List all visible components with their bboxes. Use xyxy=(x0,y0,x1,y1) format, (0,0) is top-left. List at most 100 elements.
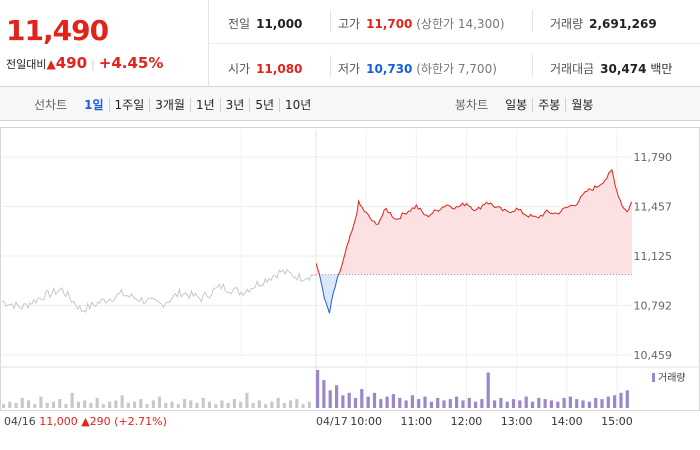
prev-day-volume-bar xyxy=(201,397,205,408)
prev-day-volume-bar xyxy=(64,404,68,408)
prev-day-info-part: 11,000 xyxy=(39,415,81,428)
prev-day-volume-bar xyxy=(126,402,130,408)
today-volume-bar xyxy=(442,400,446,408)
today-volume-bar xyxy=(341,395,345,408)
tab-daily[interactable]: 일봉 xyxy=(505,98,528,112)
prev-day-volume-bar xyxy=(70,392,74,408)
lower-limit: (하한가 7,700) xyxy=(416,62,497,76)
prev-day-volume-bar xyxy=(176,404,180,408)
prev-day-volume-bar xyxy=(76,401,80,408)
prev-day-volume-bar xyxy=(114,400,118,408)
chart-tabs: 선차트 1일 1주일 3개월 1년 3년 5년 10년 봉차트 일봉 주봉 월봉 xyxy=(0,87,700,121)
prev-day-info-part: ▲ xyxy=(81,415,90,428)
prev-day-volume-bar xyxy=(151,400,155,408)
today-volume-bar xyxy=(486,372,490,408)
today-volume-bar xyxy=(379,399,383,408)
today-volume-bar xyxy=(581,400,585,408)
high-label: 고가 xyxy=(338,17,361,31)
x-tick-label: 15:00 xyxy=(601,415,633,428)
prev-day-volume-bar xyxy=(301,404,305,408)
open-label: 시가 xyxy=(228,62,251,76)
tab-10y[interactable]: 10년 xyxy=(279,98,317,112)
prev-day-volume-bar xyxy=(164,402,168,408)
today-volume-bar xyxy=(606,396,610,408)
tab-1y[interactable]: 1년 xyxy=(189,98,220,112)
prev-day-volume-bar xyxy=(108,401,112,408)
x-tick-label: 12:00 xyxy=(451,415,483,428)
y-tick-label: 11,790 xyxy=(634,151,673,164)
today-volume-bar xyxy=(625,390,629,408)
today-volume-bar xyxy=(322,380,326,408)
tab-weekly[interactable]: 주봉 xyxy=(532,98,566,112)
today-volume-bar xyxy=(524,396,528,408)
divider xyxy=(209,43,700,44)
today-volume-bar xyxy=(423,396,427,408)
prev-day-volume-bar xyxy=(33,404,37,408)
today-volume-bar xyxy=(366,396,370,408)
low-cell: 저가 10,730 (하한가 7,700) xyxy=(338,60,497,77)
tab-1w[interactable]: 1주일 xyxy=(108,98,150,112)
change-percent: +4.45% xyxy=(98,54,164,72)
today-volume-bar xyxy=(594,397,598,408)
candle-chart-label: 봉차트 xyxy=(455,98,489,112)
up-arrow-icon: ▲ xyxy=(46,57,56,71)
today-volume-bar xyxy=(316,370,320,408)
low-value: 10,730 xyxy=(366,62,413,76)
tab-5y[interactable]: 5년 xyxy=(249,98,280,112)
line-chart-tabs: 선차트 1일 1주일 3개월 1년 3년 5년 10년 xyxy=(34,96,317,113)
y-tick-label: 11,125 xyxy=(634,250,673,263)
prev-day-volume-bar xyxy=(39,396,43,408)
tab-1d[interactable]: 1일 xyxy=(84,98,104,112)
quote-header: 11,490 전일대비▲490 | +4.45% 전일 11,000 고가 11,700… xyxy=(0,0,700,87)
today-volume-bar xyxy=(575,399,579,408)
change-value: 490 xyxy=(55,54,88,72)
tab-monthly[interactable]: 월봉 xyxy=(565,98,599,112)
amount-label: 거래대금 xyxy=(550,62,595,76)
tab-3m[interactable]: 3개월 xyxy=(149,98,190,112)
prev-day-volume-bar xyxy=(214,404,218,408)
today-date-label: 04/17 xyxy=(316,415,348,428)
today-volume-bar xyxy=(417,399,421,408)
today-volume-bar xyxy=(619,392,623,408)
open-cell: 시가 11,080 xyxy=(228,60,302,77)
today-volume-bar xyxy=(328,390,332,408)
line-chart-label: 선차트 xyxy=(34,98,68,112)
today-volume-bar xyxy=(530,401,535,408)
today-volume-bar xyxy=(480,399,484,408)
today-volume-bar xyxy=(347,392,351,408)
prev-day-volume-bar xyxy=(251,402,255,408)
price-summary: 11,490 전일대비▲490 | +4.45% xyxy=(0,0,209,86)
today-volume-bar xyxy=(587,401,591,408)
prev-day-line xyxy=(1,268,317,314)
x-tick-label: 10:00 xyxy=(350,415,382,428)
today-volume-bar xyxy=(511,399,516,408)
prev-close-cell: 전일 11,000 xyxy=(228,15,302,32)
prev-day-volume-bar xyxy=(139,399,143,408)
prev-day-volume-bar xyxy=(264,404,268,408)
amount-unit: 백만 xyxy=(650,62,673,76)
x-tick-label: 11:00 xyxy=(400,415,432,428)
amount-value: 30,474 xyxy=(600,62,647,76)
prev-day-volume-bar xyxy=(58,399,62,408)
prev-day-volume-bar xyxy=(183,399,187,408)
today-volume-bar xyxy=(505,401,509,408)
prev-day-volume-bar xyxy=(145,404,149,408)
upper-limit: (상한가 14,300) xyxy=(416,17,505,31)
prev-day-volume-bar xyxy=(232,399,236,408)
today-volume-bar xyxy=(404,400,408,408)
tab-3y[interactable]: 3년 xyxy=(219,98,250,112)
today-volume-bar xyxy=(410,395,414,408)
prev-day-volume-bar xyxy=(133,401,137,408)
today-volume-bar xyxy=(467,397,471,408)
y-tick-label: 10,459 xyxy=(634,349,673,362)
prev-day-volume-bar xyxy=(239,401,243,408)
prev-day-info-part: 04/16 xyxy=(4,415,39,428)
today-volume-bar xyxy=(556,401,560,408)
prev-day-volume-bar xyxy=(158,396,162,408)
open-value: 11,080 xyxy=(256,62,303,76)
today-volume-bar xyxy=(493,400,497,408)
prev-day-volume-bar xyxy=(245,392,249,408)
prev-day-volume-bar xyxy=(51,401,55,408)
today-volume-bar xyxy=(448,399,452,408)
